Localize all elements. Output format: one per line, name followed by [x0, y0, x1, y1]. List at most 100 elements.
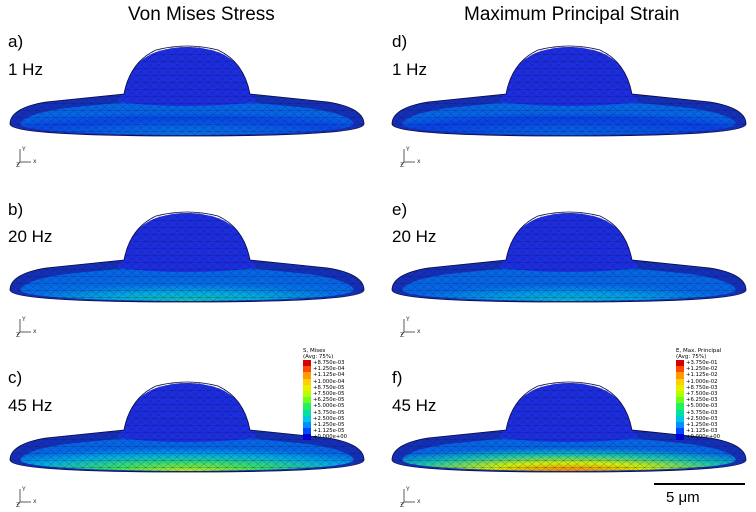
- legend-row: +1.250e-02: [676, 366, 756, 373]
- panel-frequency-a: 1 Hz: [8, 60, 43, 79]
- panel-frequency-f: 45 Hz: [392, 396, 437, 415]
- axis-triad-lines: [400, 319, 415, 336]
- legend-swatch: [303, 434, 311, 441]
- mesh-body: [392, 46, 746, 136]
- axis-y-label: Y: [22, 146, 26, 153]
- mesh-shape-f: [391, 381, 747, 473]
- legend-swatch: [303, 360, 311, 367]
- legend-row: +6.250e-05: [303, 397, 383, 404]
- legend-row: +1.000e-02: [676, 378, 756, 385]
- legend-value: +5.000e-03: [686, 403, 718, 410]
- axis-z-label: Z: [400, 332, 405, 339]
- legend-value: +7.500e-05: [313, 391, 345, 398]
- axis-x-label: x: [33, 158, 37, 165]
- axis-y-label: Y: [406, 146, 410, 153]
- legend-swatch: [676, 384, 684, 391]
- legend-row: +3.750e-01: [676, 360, 756, 367]
- legend-row: +5.000e-03: [676, 403, 756, 410]
- legend-row: +1.125e-05: [303, 428, 383, 435]
- mesh-shape-c: [9, 381, 365, 473]
- legend-row: +1.125e-02: [676, 372, 756, 379]
- legend-swatch: [676, 360, 684, 367]
- mesh-outline: [9, 211, 365, 303]
- mesh-outline: [391, 211, 747, 303]
- legend-row: +3.750e-03: [676, 409, 756, 416]
- panel-frequency-b: 20 Hz: [8, 227, 53, 246]
- column-title-von-mises: Von Mises Stress: [128, 4, 275, 25]
- mesh-shape-b: [9, 211, 365, 303]
- axis-y-label: Y: [22, 316, 26, 323]
- legend-value: +3.750e-03: [686, 409, 718, 416]
- axis-triad-lines: [400, 489, 415, 506]
- axis-x-label: x: [417, 158, 421, 165]
- panel-label-e: e): [392, 200, 408, 219]
- axis-y-label: Y: [406, 486, 410, 493]
- panel-label-b: b): [8, 200, 24, 219]
- mesh-outline: [391, 381, 747, 473]
- legend-value: +1.250e-02: [686, 366, 718, 373]
- legend-swatch: [303, 415, 311, 422]
- legend-row: +8.750e-03: [303, 360, 383, 367]
- legend-row: +1.125e-03: [676, 428, 756, 435]
- legend-value: +1.125e-03: [686, 428, 718, 435]
- legend-value: +8.750e-03: [313, 360, 345, 367]
- axis-x-label: x: [33, 328, 37, 335]
- legend-row: +1.250e-03: [676, 421, 756, 429]
- legend-value: +0.000e+00: [313, 434, 348, 441]
- axis-x-label: x: [33, 498, 37, 505]
- axis-x-label: x: [417, 498, 421, 505]
- legend-swatch: [303, 409, 311, 416]
- axis-z-label: Z: [16, 162, 21, 169]
- axis-y-label: Y: [22, 486, 26, 493]
- legend-value: +1.125e-04: [313, 372, 345, 379]
- legend-von-mises: S, Mises (Avg: 75%) +8.750e-03 +1.250e-04…: [303, 348, 383, 441]
- legend-value: +5.000e-05: [313, 403, 345, 410]
- legend-swatch: [676, 378, 684, 385]
- legend-swatch: [303, 390, 311, 398]
- legend-value: +2.500e-03: [686, 415, 718, 422]
- axis-z-label: Z: [16, 332, 21, 339]
- mesh-outline: [9, 45, 365, 137]
- legend-max-principal-avg: (Avg: 75%): [676, 354, 707, 360]
- legend-value: +1.250e-03: [686, 421, 718, 428]
- legend-value: +0.000e+00: [686, 434, 721, 441]
- axis-z-label: Z: [400, 162, 405, 169]
- legend-swatch: [303, 428, 311, 435]
- scale-bar: [654, 483, 745, 485]
- legend-row: +1.125e-04: [303, 372, 383, 379]
- legend-swatch: [676, 366, 684, 373]
- legend-swatch: [676, 372, 684, 379]
- scale-bar-label: 5 μm: [666, 489, 700, 506]
- legend-value: +3.750e-01: [686, 360, 718, 367]
- legend-swatch: [303, 378, 311, 385]
- legend-swatch: [676, 434, 684, 441]
- axis-z-label: Z: [16, 502, 21, 509]
- legend-swatch: [303, 366, 311, 373]
- panel-label-d: d): [392, 32, 408, 51]
- legend-swatch: [303, 384, 311, 391]
- axis-x-label: x: [417, 328, 421, 335]
- legend-swatch: [676, 428, 684, 435]
- legend-row: +3.750e-05: [303, 409, 383, 416]
- legend-row: +8.750e-03: [676, 384, 756, 391]
- legend-max-principal-title: E, Max. Principal: [676, 348, 722, 354]
- axis-triad-lines: [16, 149, 31, 166]
- legend-row: +0.000e+00: [303, 434, 383, 441]
- legend-value: +7.500e-03: [686, 391, 718, 398]
- legend-swatch: [303, 421, 311, 429]
- legend-value: +1.250e-04: [313, 366, 345, 373]
- legend-swatch: [303, 372, 311, 379]
- legend-row: +7.500e-03: [676, 390, 756, 398]
- legend-von-mises-avg: (Avg: 75%): [303, 354, 334, 360]
- legend-von-mises-title: S, Mises: [303, 348, 326, 354]
- mesh-shape-e: [391, 211, 747, 303]
- mesh-shape-a: [9, 45, 365, 137]
- panel-frequency-d: 1 Hz: [392, 60, 427, 79]
- mesh-outline: [9, 381, 365, 473]
- legend-value: +3.750e-05: [313, 409, 345, 416]
- legend-row: +6.250e-03: [676, 397, 756, 404]
